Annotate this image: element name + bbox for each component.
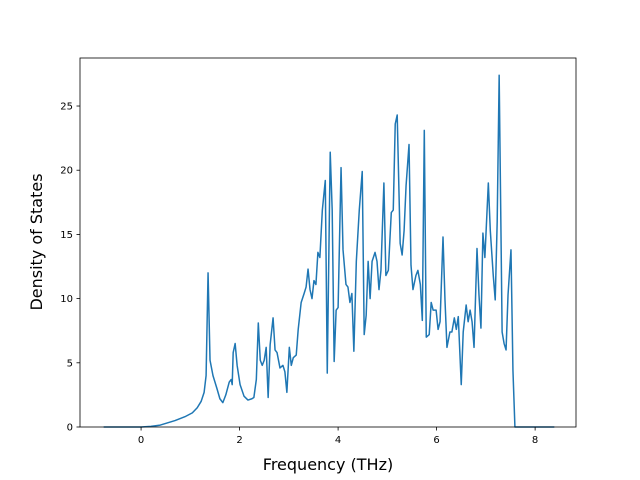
line [103,74,555,428]
y-tick-label: 15 [60,230,73,241]
x-tick-label: 8 [532,435,538,446]
y-axis-label: Density of States [27,173,46,310]
y-tick-label: 0 [67,423,73,434]
x-tick-label: 4 [335,435,341,446]
x-tick-label: 0 [138,435,144,446]
y-tick-label: 20 [60,166,73,177]
x-axis-label: Frequency (THz) [263,455,393,474]
y-tick-label: 5 [67,358,73,369]
x-tick-label: 2 [236,435,242,446]
y-tick-label: 25 [60,102,73,113]
x-tick-label: 6 [433,435,439,446]
y-tick-label: 10 [60,294,73,305]
plot-frame [79,57,577,428]
